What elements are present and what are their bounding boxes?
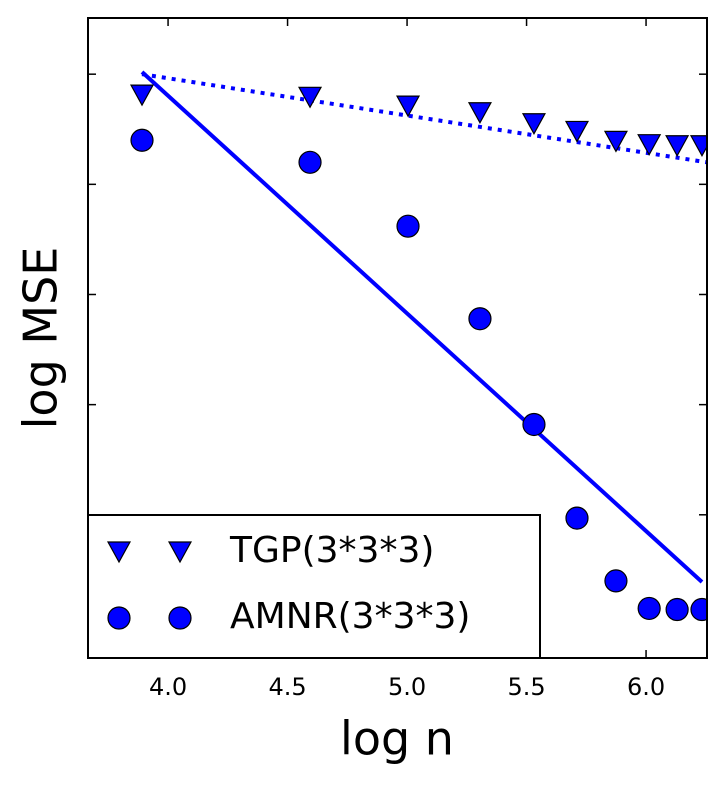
circle-marker — [468, 307, 492, 331]
triangle-marker — [637, 134, 662, 156]
triangle-marker — [603, 130, 628, 153]
triangle-marker — [129, 84, 155, 107]
circle-marker — [637, 596, 661, 621]
triangle-marker — [167, 541, 193, 564]
triangle-marker — [298, 86, 323, 109]
legend: TGP(3*3*3) AMNR(3*3*3) — [87, 514, 541, 659]
triangle-marker — [689, 135, 707, 158]
plot-area — [129, 70, 707, 622]
legend-label: TGP(3*3*3) — [229, 530, 434, 571]
legend-label: AMNR(3*3*3) — [230, 596, 470, 637]
circle-marker — [604, 569, 628, 593]
circle-marker — [130, 128, 154, 152]
triangle-marker — [564, 120, 590, 143]
triangle-marker — [665, 135, 690, 158]
fit-line — [140, 70, 704, 584]
triangle-marker — [396, 95, 421, 118]
triangle-marker — [467, 102, 492, 124]
circle-marker — [298, 150, 322, 174]
circle-marker — [690, 597, 707, 622]
x-tick-label: 4.5 — [268, 673, 306, 701]
x-tick-label: 4.0 — [149, 673, 187, 701]
x-tick-label: 5.0 — [388, 673, 426, 701]
circle-marker — [522, 412, 546, 437]
x-tick-label: 5.5 — [507, 673, 545, 701]
circle-marker — [107, 606, 131, 630]
y-axis-label: log MSE — [14, 247, 68, 430]
triangle-marker — [106, 541, 132, 564]
x-axis-label: log n — [340, 712, 454, 766]
x-tick-label: 6.0 — [627, 673, 665, 701]
triangle-marker — [521, 113, 546, 135]
circle-marker — [665, 597, 689, 622]
circle-marker — [396, 214, 420, 238]
circle-marker — [168, 606, 192, 630]
circle-marker — [565, 506, 589, 530]
legend-box — [87, 514, 541, 659]
